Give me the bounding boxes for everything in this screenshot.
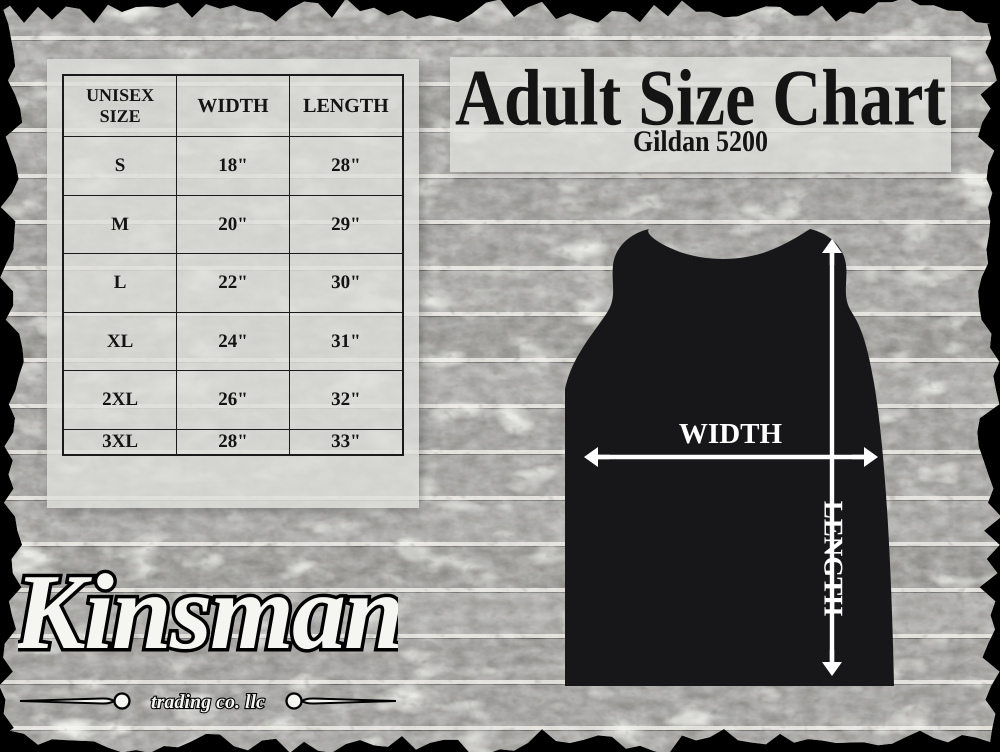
svg-text:Kinsman: Kinsman <box>18 553 398 672</box>
svg-text:trading co. llc: trading co. llc <box>151 691 265 713</box>
